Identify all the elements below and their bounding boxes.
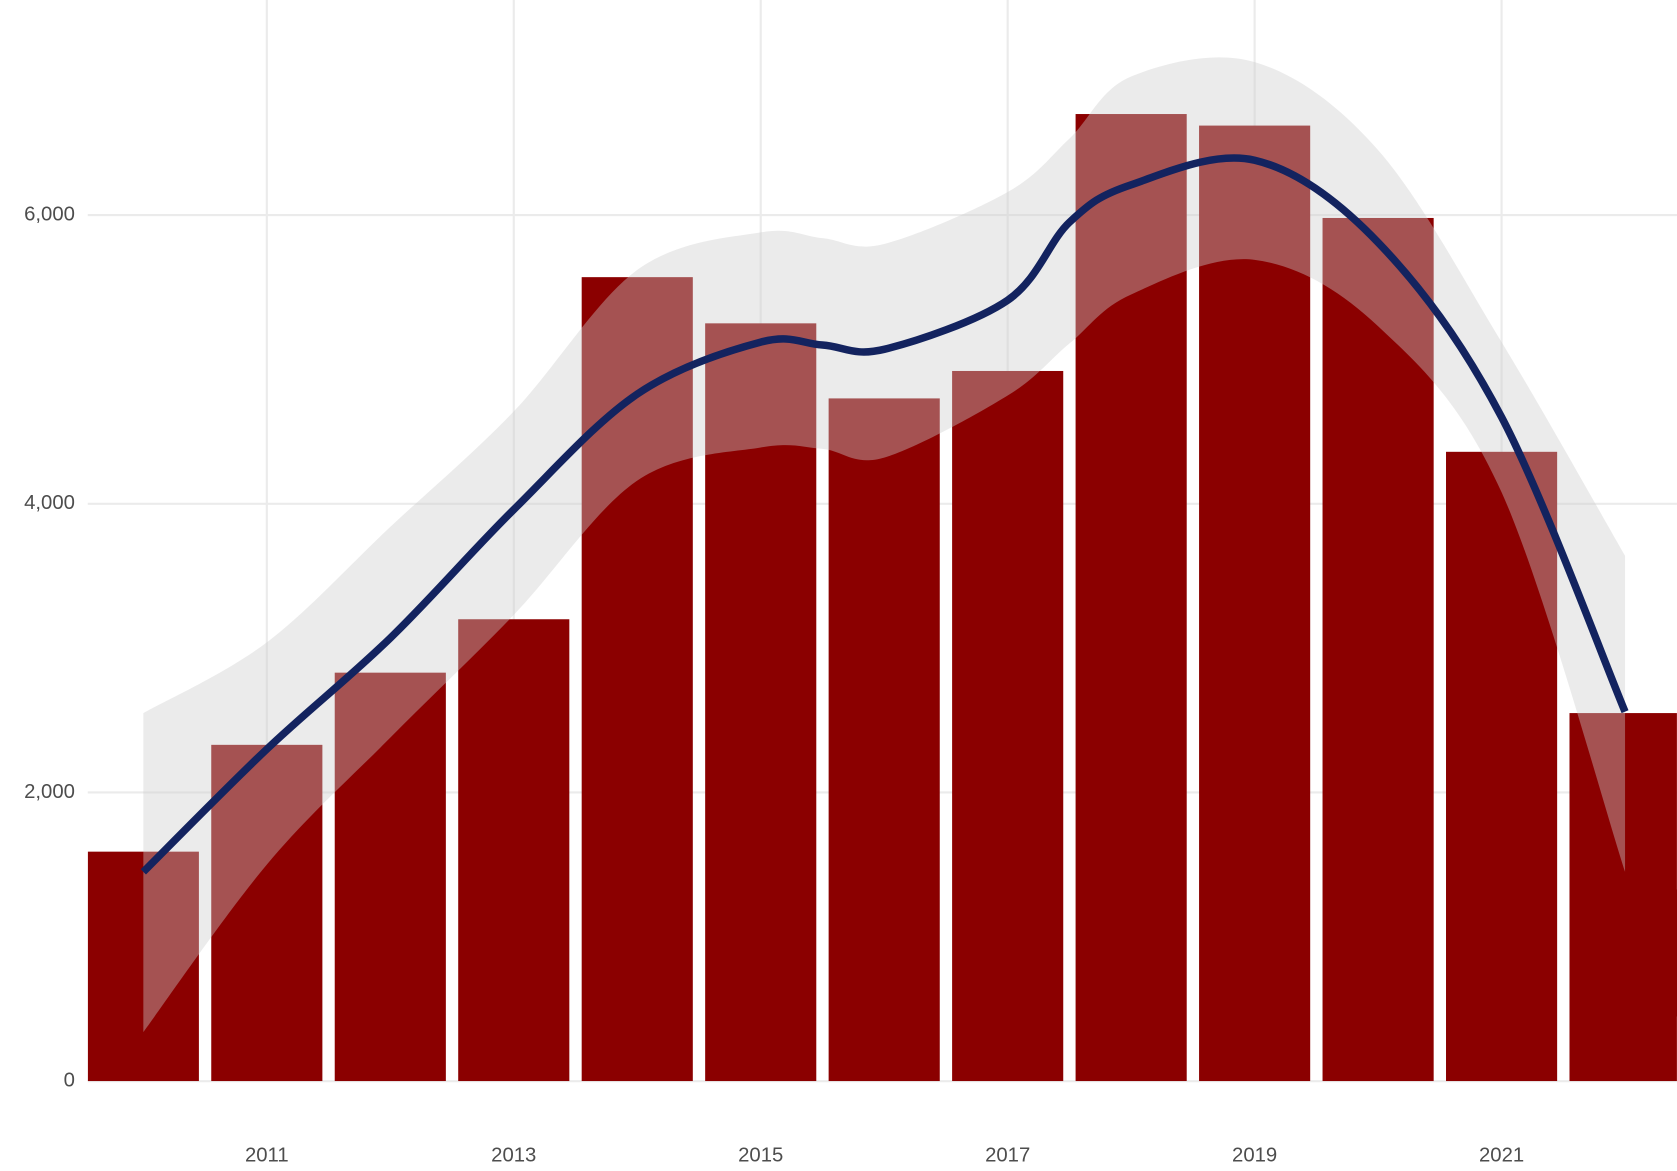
- x-tick-label: 2015: [738, 1144, 783, 1166]
- bar: [458, 619, 570, 1082]
- bar: [87, 851, 199, 1082]
- y-tick-label: 4,000: [24, 492, 75, 514]
- confidence-band: [143, 57, 1626, 1033]
- y-tick-label: 6,000: [24, 203, 75, 225]
- y-tick-label: 2,000: [24, 781, 75, 803]
- plot-area: [87, 57, 1677, 1082]
- x-tick-label: 2011: [245, 1144, 289, 1166]
- bar: [334, 672, 446, 1082]
- bar: [1322, 217, 1434, 1082]
- bar: [1446, 451, 1558, 1082]
- bar: [1199, 125, 1311, 1082]
- bar: [705, 323, 817, 1082]
- bar: [952, 370, 1064, 1082]
- y-tick-label: 0: [64, 1070, 75, 1092]
- x-tick-label: 2017: [985, 1144, 1030, 1166]
- bar: [1075, 114, 1187, 1082]
- x-tick-label: 2013: [491, 1144, 536, 1166]
- smooth-line: [140, 154, 1629, 875]
- bar: [1569, 713, 1677, 1082]
- bar: [211, 744, 323, 1082]
- label-layer: 0 2,000 4,000 6,000 2011 2013 2015 2017 2019 2021: [24, 203, 1524, 1166]
- bar: [581, 277, 693, 1082]
- x-tick-label: 2021: [1479, 1144, 1524, 1166]
- bar: [828, 398, 940, 1082]
- x-tick-label: 2019: [1232, 1144, 1277, 1166]
